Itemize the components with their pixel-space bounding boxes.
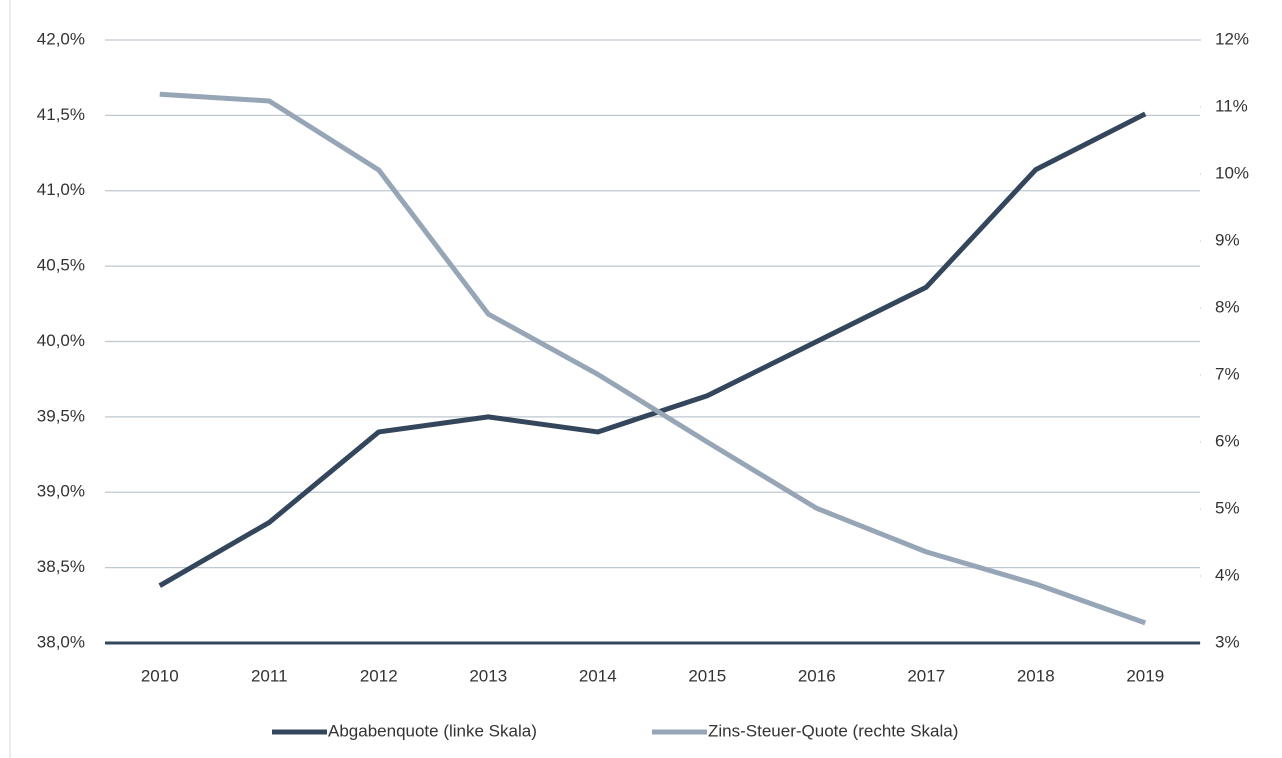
x-tick-label: 2017 (907, 666, 945, 685)
y2-tick-label: 10% (1215, 163, 1249, 182)
x-tick-label: 2018 (1017, 666, 1055, 685)
x-tick-label: 2019 (1126, 666, 1164, 685)
y2-tick-label: 7% (1215, 364, 1240, 383)
y2-tick-label: 11% (1215, 96, 1248, 115)
y2-tick-label: 8% (1215, 297, 1240, 316)
y2-tick-label: 12% (1215, 29, 1249, 48)
y-tick-label: 41,5% (37, 105, 85, 124)
series-line (159, 91, 1147, 626)
y2-tick-label: 9% (1215, 230, 1240, 249)
y2-tick-label: 4% (1215, 565, 1240, 584)
y2-tick-label: 6% (1215, 431, 1240, 450)
y-tick-label: 41,0% (37, 180, 85, 199)
x-tick-label: 2012 (360, 666, 398, 685)
y-tick-label: 42,0% (37, 29, 85, 48)
y-tick-label: 39,5% (37, 406, 85, 425)
y2-tick-label: 5% (1215, 498, 1240, 517)
legend-label: Abgabenquote (linke Skala) (328, 721, 537, 740)
x-tick-label: 2010 (141, 666, 179, 685)
x-tick-label: 2015 (688, 666, 726, 685)
y2-tick-label: 3% (1215, 632, 1240, 651)
x-tick-label: 2013 (469, 666, 507, 685)
x-tick-label: 2016 (798, 666, 836, 685)
y-tick-label: 38,5% (37, 557, 85, 576)
y-tick-label: 39,0% (37, 482, 85, 501)
y-tick-label: 38,0% (37, 632, 85, 651)
x-tick-label: 2014 (579, 666, 617, 685)
legend-label: Zins-Steuer-Quote (rechte Skala) (708, 721, 958, 740)
y-tick-label: 40,5% (37, 256, 85, 275)
y-tick-label: 40,0% (37, 331, 85, 350)
x-tick-label: 2011 (251, 666, 288, 685)
series-line (158, 111, 1147, 588)
